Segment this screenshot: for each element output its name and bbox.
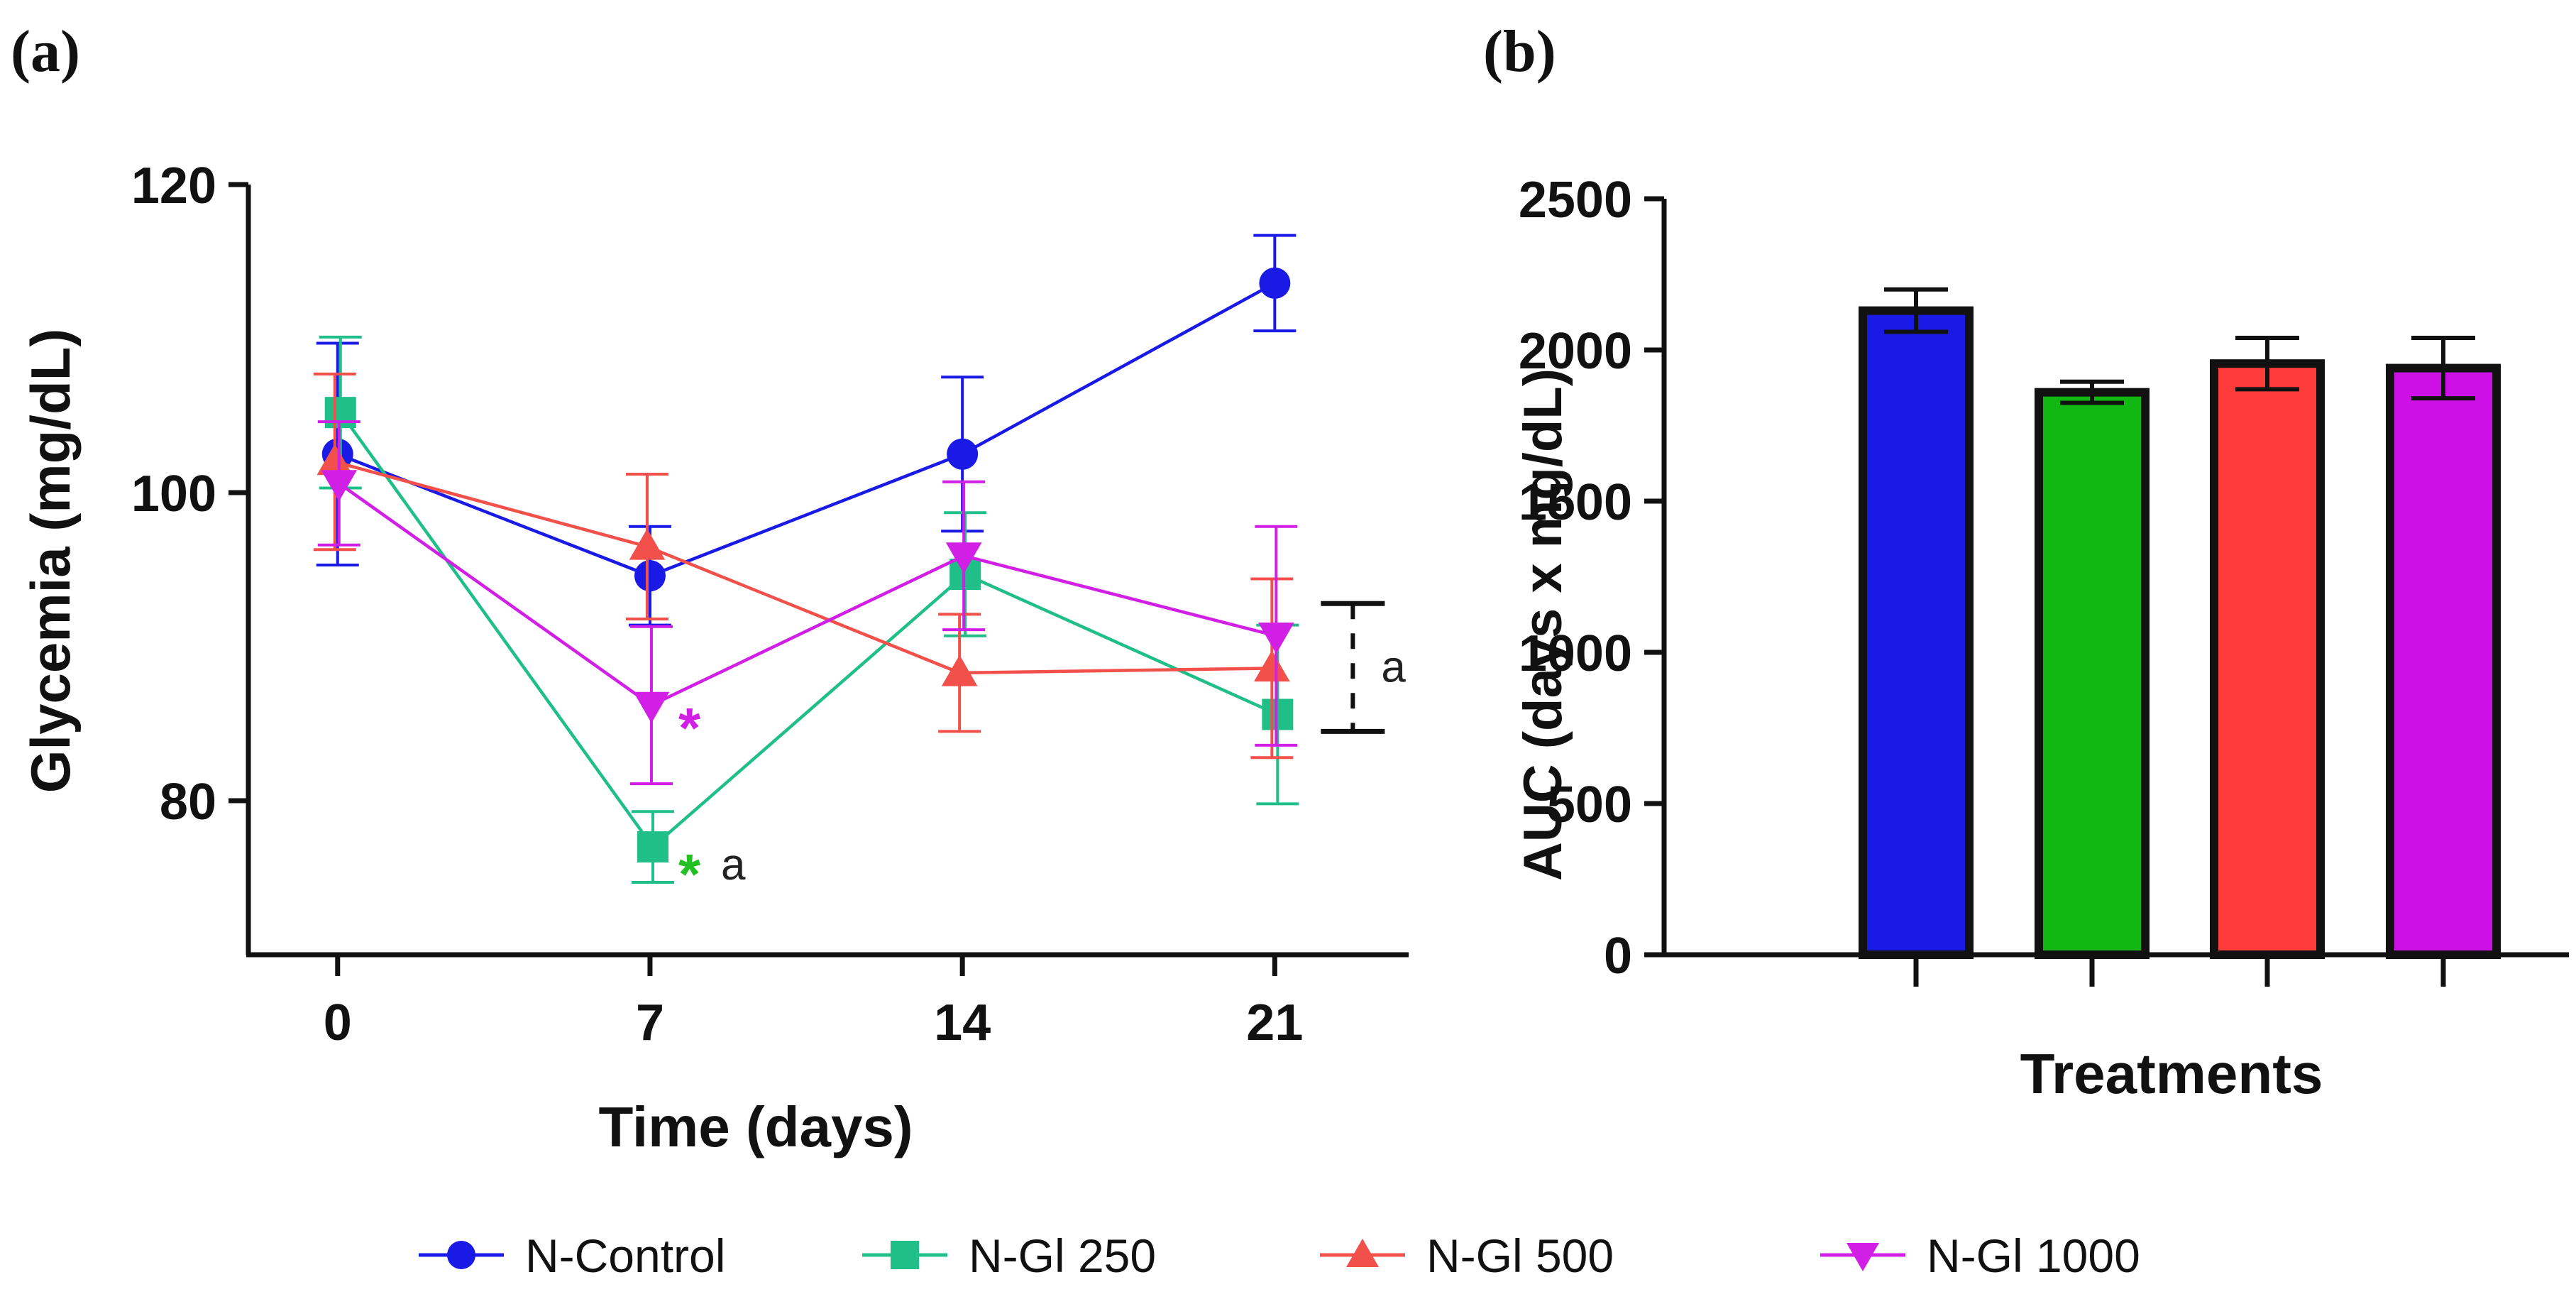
bar-n-gl-250	[2035, 388, 2150, 959]
data-point	[941, 654, 978, 686]
panel-b-label: (b)	[1483, 18, 1556, 84]
legend-label: N-Gl 250	[969, 1229, 1156, 1282]
panel-a-ytick-label: 100	[131, 466, 216, 522]
legend-marker	[1846, 1243, 1879, 1271]
significance-letter: a	[721, 840, 746, 889]
panel-b-ytick-label: 2500	[1519, 172, 1632, 229]
panel-a-annotations: * * a a	[678, 601, 1406, 906]
panel-a-ylabel: Glycemia (mg/dL)	[19, 329, 82, 793]
data-point	[317, 444, 353, 476]
panel-a-xtick-label: 14	[934, 994, 991, 1051]
legend-marker	[447, 1241, 475, 1269]
bar-n-control	[1859, 306, 1974, 959]
data-point	[1259, 267, 1291, 299]
data-point	[634, 560, 666, 592]
panel-b-ytick-label: 2000	[1519, 323, 1632, 380]
data-point	[637, 831, 668, 863]
data-point	[321, 470, 358, 502]
panel-a-xtick-label: 7	[636, 994, 664, 1051]
panel-a-series	[313, 234, 1299, 884]
bar-n-gl-1000	[2386, 363, 2501, 959]
bar-n-gl-500	[2210, 359, 2325, 959]
panel-a: (a) 80 100 120 0 7 14 21 * * a a Time (days) Glyc…	[11, 18, 1409, 1158]
series-n-gl-250	[319, 335, 1299, 884]
significance-star: *	[678, 843, 701, 906]
panel-b: (b) 0 500 1000 1500 2000 2500 Treatments AUC …	[1483, 18, 2569, 1105]
data-point	[629, 528, 666, 560]
legend-item-n-gl-250: N-Gl 250	[862, 1229, 1156, 1282]
legend-item-n-control: N-Control	[419, 1229, 725, 1282]
series-n-control	[316, 234, 1297, 627]
data-point	[1254, 650, 1290, 682]
panel-b-ytick-label: 0	[1604, 928, 1632, 985]
data-point	[1258, 623, 1294, 654]
legend-label: N-Gl 500	[1426, 1229, 1614, 1282]
panel-a-xtick-label: 0	[324, 994, 352, 1051]
panel-a-xtick-label: 21	[1246, 994, 1303, 1051]
panel-b-ylabel: AUC (days x mg/dL)	[1513, 368, 1573, 881]
legend-item-n-gl-500: N-Gl 500	[1320, 1229, 1614, 1282]
legend: N-Control N-Gl 250 N-Gl 500 N-Gl 1000	[419, 1229, 2140, 1282]
panel-a-ytick-label: 80	[160, 774, 216, 831]
legend-marker	[891, 1241, 919, 1269]
series-line	[336, 281, 1276, 578]
panel-b-ytick-label: 1500	[1519, 474, 1632, 531]
panel-b-ytick-label: 500	[1547, 777, 1632, 833]
series-n-gl-1000	[317, 420, 1298, 786]
data-point	[947, 438, 979, 470]
panel-b-ytick-label: 1000	[1519, 625, 1632, 682]
legend-label: N-Control	[525, 1229, 725, 1282]
significance-letter: a	[1381, 642, 1406, 691]
panel-a-axes: 80 100 120 0 7 14 21	[131, 158, 1409, 1051]
series-n-gl-500	[313, 372, 1294, 760]
series-line	[334, 460, 1272, 675]
data-point	[945, 542, 982, 574]
panel-b-axes: 0 500 1000 1500 2000 2500	[1519, 172, 2569, 987]
panel-b-bars	[1859, 287, 2501, 959]
data-point	[633, 691, 670, 723]
panel-b-xlabel: Treatments	[2020, 1042, 2323, 1105]
legend-marker	[1346, 1239, 1379, 1267]
series-line	[338, 482, 1277, 708]
significance-star: *	[678, 696, 701, 760]
legend-label: N-Gl 1000	[1927, 1229, 2140, 1282]
panel-a-label: (a)	[11, 18, 80, 84]
panel-a-ytick-label: 120	[131, 158, 216, 214]
series-line	[338, 411, 1279, 850]
panel-a-xlabel: Time (days)	[598, 1095, 913, 1158]
legend-item-n-gl-1000: N-Gl 1000	[1820, 1229, 2140, 1282]
